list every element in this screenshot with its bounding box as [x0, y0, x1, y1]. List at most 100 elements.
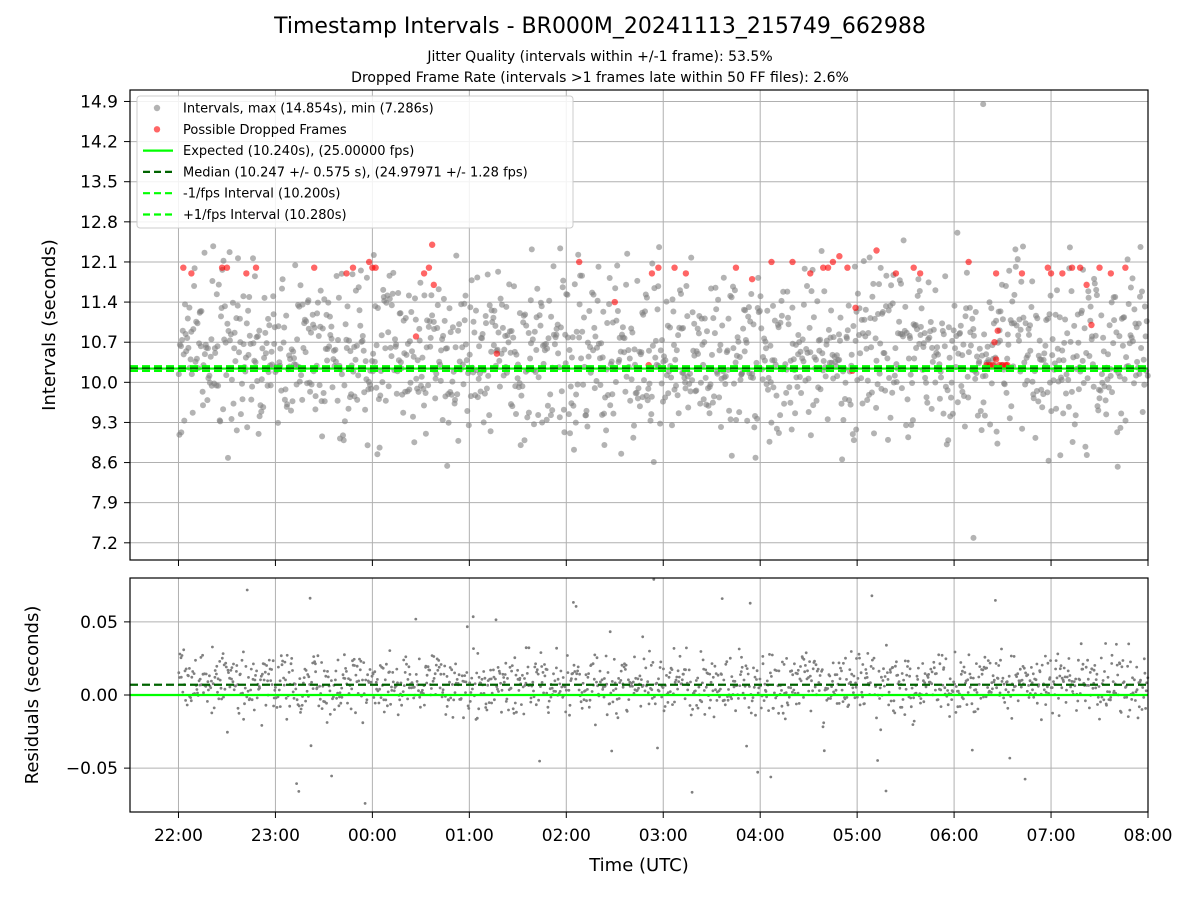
residual-point	[525, 672, 529, 675]
interval-point	[922, 374, 929, 381]
residual-point	[573, 670, 577, 673]
residual-point	[1001, 676, 1005, 680]
residual-point	[619, 679, 623, 682]
interval-point	[445, 419, 452, 426]
residual-point	[926, 676, 930, 679]
interval-point	[268, 348, 275, 355]
interval-point	[226, 337, 233, 344]
residual-point	[655, 681, 659, 685]
residual-point	[882, 667, 885, 671]
interval-point	[308, 329, 314, 336]
residual-point	[524, 646, 528, 650]
residual-point	[739, 670, 743, 673]
residual-point	[711, 675, 715, 679]
residual-point	[796, 691, 800, 695]
interval-point	[695, 350, 701, 357]
residual-point	[382, 698, 386, 702]
residual-point	[537, 698, 540, 702]
residual-point	[835, 702, 839, 705]
interval-point	[761, 357, 768, 364]
interval-point	[689, 377, 696, 384]
residual-point	[1035, 662, 1039, 666]
interval-point	[1129, 275, 1136, 282]
residual-point	[872, 656, 876, 660]
xtick-label: 01:00	[445, 826, 494, 846]
interval-point	[476, 343, 483, 350]
interval-point	[785, 314, 791, 321]
residual-point	[622, 665, 626, 669]
residual-point	[554, 690, 557, 693]
residual-point	[192, 672, 196, 675]
residual-point	[943, 686, 947, 690]
dropped-frame-point	[428, 241, 436, 248]
residual-point	[865, 672, 868, 675]
interval-point	[648, 411, 655, 418]
residual-point	[662, 667, 665, 671]
interval-point	[1116, 333, 1123, 340]
legend-label: Expected (10.240s), (25.00000 fps)	[183, 144, 414, 159]
interval-point	[790, 356, 797, 363]
residual-point	[455, 678, 459, 681]
residual-point	[284, 678, 287, 682]
xtick-label: 02:00	[542, 826, 591, 846]
residual-point	[504, 661, 508, 665]
interval-point	[709, 351, 715, 358]
residual-point	[560, 685, 564, 689]
interval-point	[607, 402, 614, 409]
residual-point	[189, 699, 193, 703]
residual-point	[598, 669, 602, 673]
interval-point	[531, 328, 538, 335]
residual-point	[340, 686, 344, 690]
interval-point	[609, 391, 616, 398]
residual-point	[946, 689, 949, 692]
interval-point	[1001, 381, 1008, 388]
residual-point	[1079, 642, 1083, 646]
residual-point	[543, 663, 546, 666]
residual-point	[587, 705, 591, 709]
interval-point	[490, 314, 497, 321]
residual-point	[316, 654, 320, 658]
interval-point	[934, 344, 941, 351]
residual-point	[373, 670, 377, 674]
interval-point	[618, 450, 625, 457]
interval-point	[1040, 356, 1047, 363]
residual-point	[677, 680, 681, 683]
residual-point	[282, 676, 285, 680]
residual-point	[804, 664, 807, 667]
interval-point	[479, 331, 486, 337]
interval-point	[741, 348, 748, 355]
interval-point	[817, 336, 824, 343]
interval-point	[328, 323, 335, 330]
interval-point	[1044, 389, 1051, 396]
interval-point	[429, 312, 436, 319]
interval-point	[576, 334, 583, 341]
residual-point	[463, 674, 467, 677]
residual-point	[426, 665, 430, 669]
interval-point	[353, 342, 360, 349]
residual-point	[586, 688, 589, 691]
residual-point	[1063, 675, 1067, 679]
residual-point	[425, 673, 429, 677]
residual-point	[453, 671, 456, 675]
residual-point	[727, 688, 730, 691]
residual-point	[616, 716, 620, 720]
residual-point	[1004, 688, 1008, 692]
residual-point	[543, 674, 547, 678]
interval-point	[860, 258, 867, 265]
residual-point	[1022, 666, 1026, 670]
interval-point	[778, 297, 785, 304]
residual-point	[615, 712, 618, 715]
residual-point	[649, 663, 653, 667]
residual-point	[412, 685, 416, 689]
residual-point	[318, 697, 322, 701]
interval-point	[716, 394, 723, 401]
residual-point	[204, 672, 208, 676]
interval-point	[820, 358, 827, 364]
residual-point	[854, 685, 858, 689]
residual-point	[724, 662, 728, 666]
xtick-label: 04:00	[736, 826, 785, 846]
residual-point	[313, 660, 316, 664]
residual-point	[440, 695, 444, 699]
residual-point	[601, 688, 605, 691]
residual-point	[970, 702, 974, 706]
